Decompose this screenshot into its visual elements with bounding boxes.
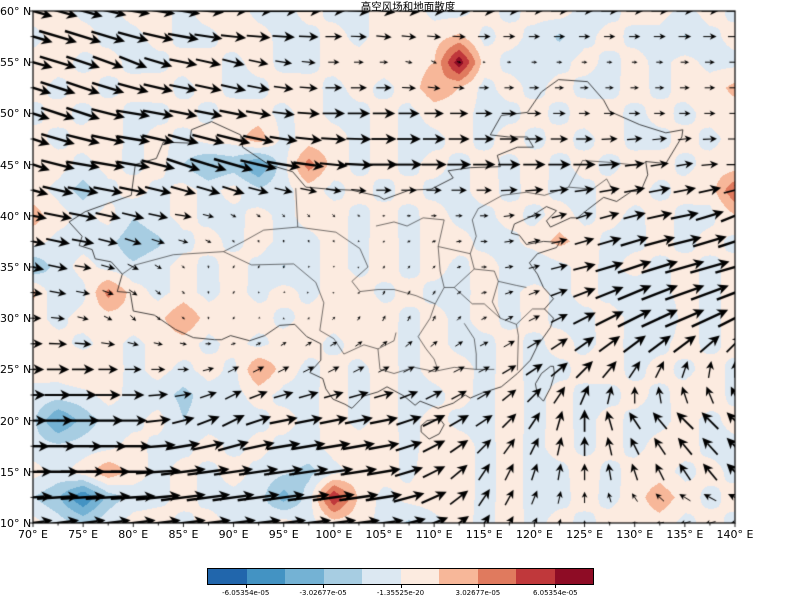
x-tick-label: 70° E [18, 528, 48, 541]
y-tick-label: 45° N [0, 158, 32, 172]
plot-title: 高空风场和地面散度 [360, 1, 456, 13]
x-tick-label: 115° E [465, 528, 503, 541]
colorbar-tick [477, 585, 479, 588]
colorbar-segment [439, 569, 478, 584]
colorbar-tick [245, 585, 247, 588]
x-tick-label: 135° E [666, 528, 704, 541]
y-tick-label: 10° N [0, 517, 32, 530]
colorbar [207, 568, 594, 585]
x-tick-label: 110° E [415, 528, 453, 541]
colorbar-segment [323, 569, 362, 584]
colorbar-tick-label: 6.05354e-05 [532, 589, 578, 597]
colorbar-tick [400, 585, 402, 588]
y-tick-label: 30° N [0, 312, 32, 326]
x-tick-label: 100° E [315, 528, 353, 541]
x-tick-label: 80° E [118, 528, 149, 541]
colorbar-segment [554, 569, 593, 584]
colorbar-tick-label: -3.02677e-05 [299, 589, 347, 597]
colorbar-tick [555, 585, 557, 588]
x-tick-label: 75° E [68, 528, 99, 541]
y-tick-label: 35° N [0, 261, 32, 274]
colorbar-tick-label: -6.05354e-05 [222, 589, 270, 597]
y-tick-label: 55° N [0, 56, 32, 70]
y-tick-label: 25° N [0, 363, 32, 377]
colorbar-segment [246, 569, 285, 584]
colorbar-segment [362, 569, 401, 584]
x-tick-label: 120° E [515, 528, 553, 541]
x-tick-label: 125° E [566, 528, 604, 541]
y-tick-label: 60° N [0, 5, 32, 18]
x-tick-label: 105° E [365, 528, 403, 541]
y-tick-label: 15° N [0, 465, 32, 479]
x-tick-label: 95° E [268, 528, 299, 541]
x-tick-label: 130° E [616, 528, 654, 541]
colorbar-tick-label: 3.02677e-05 [455, 589, 501, 597]
x-tick-label: 90° E [218, 528, 249, 541]
colorbar-segment [400, 569, 439, 584]
y-tick-label: 50° N [0, 107, 32, 121]
x-tick-label: 85° E [168, 528, 199, 541]
y-tick-label: 40° N [0, 209, 32, 223]
colorbar-segment [285, 569, 324, 584]
x-tick-label: 140° E [716, 528, 754, 541]
colorbar-segment [208, 569, 247, 584]
colorbar-tick [323, 585, 325, 588]
y-tick-label: 20° N [0, 414, 32, 428]
colorbar-segment [516, 569, 555, 584]
colorbar-tick-label: -1.35525e-20 [376, 589, 425, 597]
colorbar-segment [477, 569, 516, 584]
